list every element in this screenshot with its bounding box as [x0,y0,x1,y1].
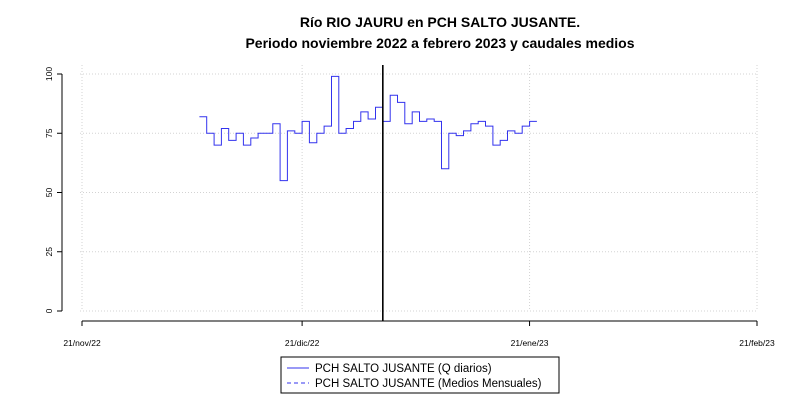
x-tick-label: 21/ene/23 [511,338,549,348]
y-tick-label: 75 [44,128,54,138]
legend: PCH SALTO JUSANTE (Q diarios) PCH SALTO … [280,356,560,394]
chart-title: Río RIO JAURU en PCH SALTO JUSANTE. [300,14,580,30]
series-layer [199,75,537,182]
legend-box [280,356,560,394]
x-tick-label: 21/feb/23 [739,338,775,348]
y-tick-label: 100 [44,67,54,81]
y-tick-label: 25 [44,247,54,257]
legend-label-monthly: PCH SALTO JUSANTE (Medios Mensuales) [315,378,542,390]
x-axis: 21/nov/22 21/dic/22 21/ene/23 21/feb/23 [63,320,775,348]
series-line-daily [199,75,537,182]
y-axis: 0 25 50 75 100 [44,67,63,313]
legend-label-daily: PCH SALTO JUSANTE (Q diarios) [315,363,492,375]
x-tick-label: 21/nov/22 [63,338,101,348]
y-tick-label: 0 [44,308,54,313]
y-tick-label: 50 [44,188,54,198]
grid-lines [80,65,758,312]
x-tick-label: 21/dic/22 [285,338,320,348]
chart-subtitle: Periodo noviembre 2022 a febrero 2023 y … [245,35,634,51]
